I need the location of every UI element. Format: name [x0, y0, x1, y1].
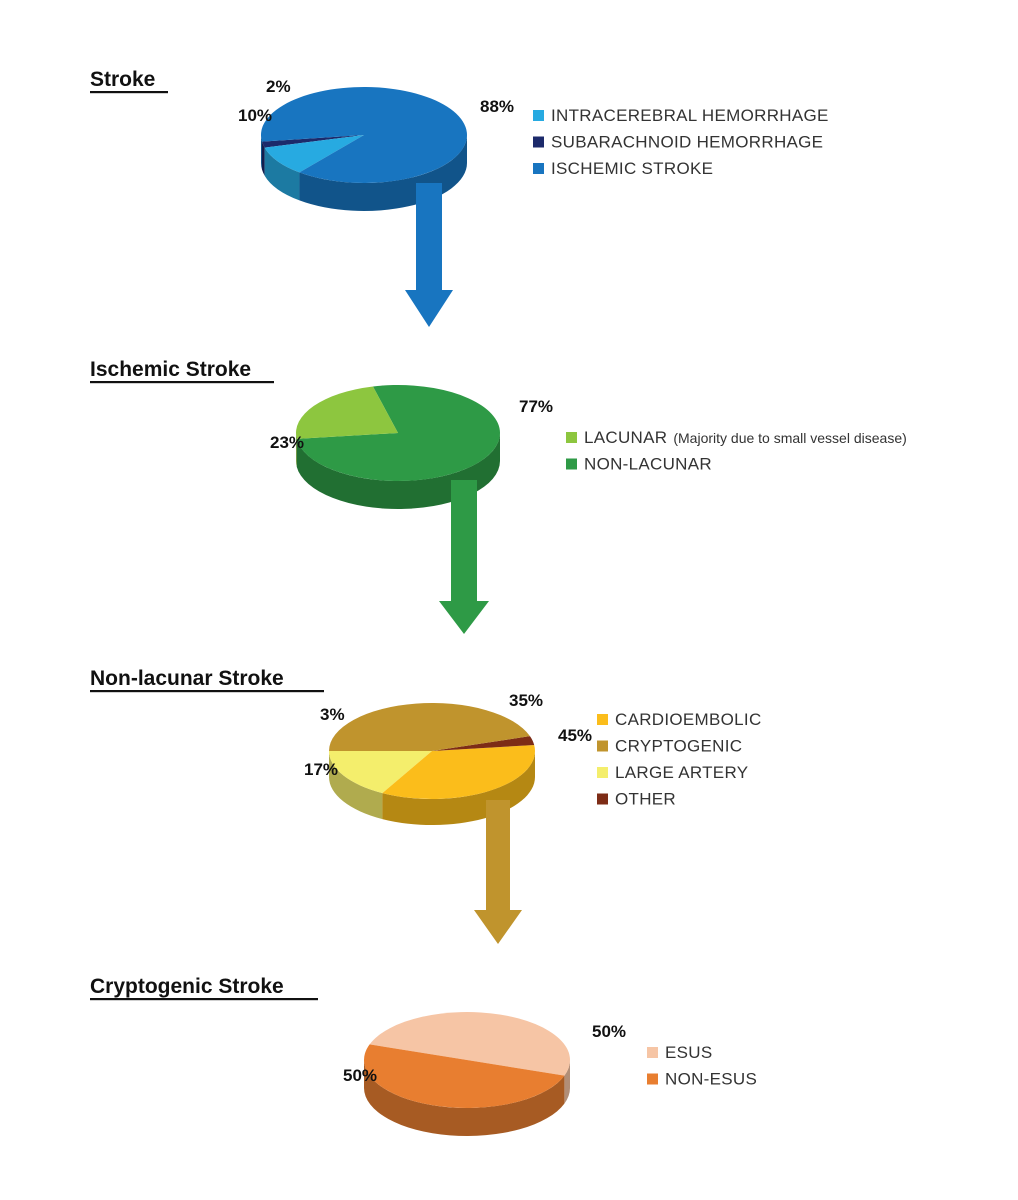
pie-sides: [364, 1060, 570, 1137]
legend: LACUNAR (Majority due to small vessel dis…: [566, 428, 907, 474]
data-label: 45%: [558, 726, 592, 745]
pie-slice-non-lacunar: [296, 385, 500, 482]
pie-slice-non-esus: [363, 1044, 565, 1108]
pie-slice-other: [432, 736, 535, 751]
pie-side-intracerebral-hemorrhage: [264, 147, 300, 201]
data-label: 10%: [238, 106, 272, 125]
data-label: 3%: [320, 705, 345, 724]
legend-label: LARGE ARTERY: [615, 763, 748, 782]
legend-swatch: [597, 740, 608, 752]
pie-chart-4: [363, 1011, 571, 1137]
legend-label: ISCHEMIC STROKE: [551, 159, 713, 178]
pie-side-non-lacunar: [296, 433, 500, 510]
pie-slice-ischemic-stroke: [261, 87, 467, 183]
title-underline: [90, 690, 324, 693]
data-label: 23%: [270, 433, 304, 452]
legend-label: ESUS: [665, 1043, 713, 1062]
legend-label: INTRACEREBRAL HEMORRHAGE: [551, 106, 829, 125]
pie-side-non-esus: [364, 1060, 565, 1137]
flow-arrow-2: [439, 480, 489, 634]
legend-swatch: [647, 1073, 658, 1085]
pie-slice-intracerebral-hemorrhage: [264, 135, 364, 173]
pie-side-lacunar: [296, 433, 297, 467]
legend-note: (Majority due to small vessel disease): [673, 430, 906, 446]
flow-arrow-1: [405, 183, 453, 327]
legend-label: OTHER: [615, 790, 676, 809]
legend-swatch: [533, 163, 544, 174]
chart-title: Cryptogenic Stroke: [90, 975, 284, 998]
data-label: 50%: [592, 1022, 626, 1041]
pie-slice-large-artery: [329, 751, 432, 794]
legend-label: SUBARACHNOID HEMORRHAGE: [551, 133, 823, 152]
pie-slice-subarachnoid-hemorrhage: [262, 135, 364, 148]
pie-side-esus: [564, 1060, 570, 1104]
pie-side-large-artery: [329, 751, 383, 820]
legend-label: LACUNAR: [584, 428, 667, 447]
title-underline: [90, 381, 274, 384]
data-label: 35%: [509, 691, 543, 710]
legend-swatch: [533, 136, 544, 148]
legend: ESUS NON-ESUS: [647, 1043, 757, 1089]
data-label: 88%: [480, 97, 514, 116]
legend-label: CRYPTOGENIC: [615, 737, 742, 756]
legend-label: CARDIOEMBOLIC: [615, 710, 762, 729]
legend-swatch: [533, 110, 544, 121]
legend: CARDIOEMBOLIC CRYPTOGENIC LARGE ARTERY OTHE…: [597, 710, 762, 809]
title-underline: [90, 91, 168, 94]
legend-swatch: [566, 458, 577, 470]
legend-label: NON-ESUS: [665, 1070, 757, 1089]
pie-slice-cryptogenic: [329, 703, 530, 751]
chart-title: Non-lacunar Stroke: [90, 667, 284, 690]
legend-label: NON-LACUNAR: [584, 455, 712, 474]
legend-swatch: [647, 1047, 658, 1058]
pie-slice-lacunar: [296, 386, 398, 439]
legend-swatch: [597, 793, 608, 805]
pie-slice-esus: [369, 1011, 571, 1076]
legend-swatch: [566, 432, 577, 443]
data-label: 17%: [304, 760, 338, 779]
pie-side-subarachnoid-hemorrhage: [262, 141, 265, 176]
pie-slice-cardioembolic: [382, 744, 535, 800]
chart-title: Ischemic Stroke: [90, 358, 251, 381]
title-underline: [90, 998, 318, 1001]
flow-arrow-3: [474, 800, 522, 944]
pie-chart-2: [296, 385, 500, 510]
data-label: 2%: [266, 77, 291, 96]
legend-swatch: [597, 714, 608, 725]
legend-swatch: [597, 767, 608, 778]
chart-title: Stroke: [90, 68, 155, 91]
pie-side-ischemic-stroke: [261, 135, 263, 170]
data-label: 77%: [519, 397, 553, 416]
pie-sides: [296, 433, 500, 510]
legend: INTRACEREBRAL HEMORRHAGE SUBARACHNOID HEM…: [533, 106, 829, 178]
data-label: 50%: [343, 1066, 377, 1085]
